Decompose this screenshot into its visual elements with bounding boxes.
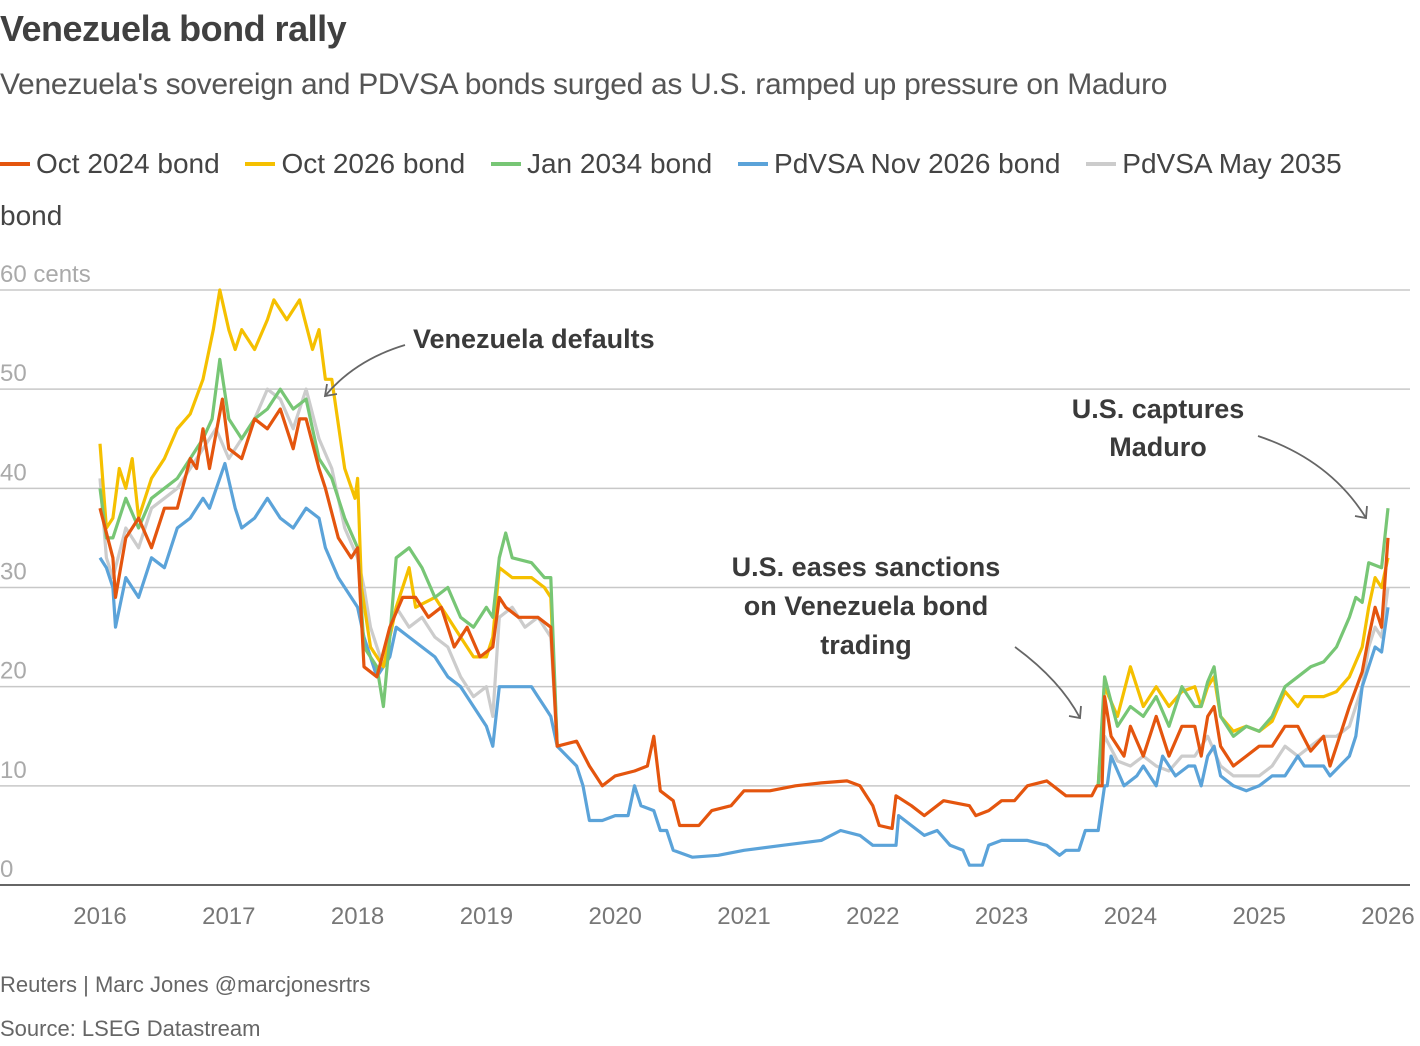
source-line: Source: LSEG Datastream [0, 1016, 261, 1041]
series-line-pdvsa-nov-2026-bond [98, 461, 1390, 867]
x-tick-label: 2023 [975, 903, 1028, 930]
y-tick-label: 10 [0, 757, 27, 784]
x-tick-label: 2025 [1233, 903, 1286, 930]
legend-swatch [490, 161, 521, 166]
annotation-text: on Venezuela bond [744, 591, 989, 621]
legend-label: PdVSA May 2035 bond [0, 148, 1342, 231]
x-tick-label: 2020 [589, 903, 642, 930]
legend-label: Oct 2024 bond [36, 148, 220, 179]
legend-item-oct-2026: Oct 2026 bond [245, 148, 465, 179]
arrowhead-icon [1068, 705, 1082, 720]
x-tick-label: 2017 [202, 903, 255, 930]
annotation-text: trading [820, 630, 912, 660]
series-line-oct-2024-bond [98, 397, 1390, 831]
x-tick-label: 2022 [846, 903, 899, 930]
x-tick-label: 2026 [1361, 903, 1414, 930]
legend-item-oct-2024: Oct 2024 bond [0, 148, 220, 179]
x-tick-label: 2016 [73, 903, 126, 930]
series-line-oct-2026-bond [98, 288, 1390, 786]
y-tick-label: 30 [0, 559, 27, 586]
arrowhead-icon [323, 383, 338, 398]
chart-subtitle: Venezuela's sovereign and PDVSA bonds su… [0, 68, 1168, 101]
annotation-arrow [324, 344, 406, 397]
annotation-text: U.S. eases sanctions [732, 552, 1001, 582]
y-tick-label: 40 [0, 459, 27, 486]
y-tick-label: 0 [0, 856, 13, 883]
legend-label: Oct 2026 bond [281, 148, 466, 179]
legend-item-jan-2034: Jan 2034 bond [490, 148, 713, 179]
legend-swatch [1086, 161, 1117, 166]
x-tick-label: 2019 [460, 903, 513, 930]
x-tick-label: 2024 [1104, 903, 1157, 930]
legend-label: Jan 2034 bond [526, 148, 713, 179]
chart-title: Venezuela bond rally [0, 8, 347, 49]
legend-item-pdvsa-nov-2026: PdVSA Nov 2026 bond [738, 148, 1060, 179]
legend-swatch [245, 161, 276, 166]
annotation-text: Venezuela defaults [413, 324, 655, 354]
annotation-text: Maduro [1109, 432, 1207, 462]
x-tick-label: 2021 [717, 903, 770, 930]
y-tick-label: 50 [0, 360, 27, 387]
x-tick-label: 2018 [331, 903, 384, 930]
legend-item-pdvsa-may-2035: PdVSA May 2035 bond [0, 148, 1342, 231]
y-tick-label: 20 [0, 658, 27, 685]
annotation-arrow [1014, 646, 1081, 719]
legend-swatch [738, 161, 769, 166]
credit-line: Reuters | Marc Jones @marcjonesrtrs [0, 972, 371, 997]
legend-label: PdVSA Nov 2026 bond [774, 148, 1061, 179]
legend: Oct 2024 bond Oct 2026 bond Jan 2034 bon… [0, 138, 1410, 242]
legend-swatch [0, 161, 30, 166]
annotation-arrow [1257, 435, 1367, 519]
annotation-text: U.S. captures [1072, 394, 1245, 424]
y-tick-label: 60 cents [0, 261, 91, 288]
arrowhead-icon [1354, 505, 1368, 520]
series-line-jan-2034-bond [98, 357, 1390, 786]
